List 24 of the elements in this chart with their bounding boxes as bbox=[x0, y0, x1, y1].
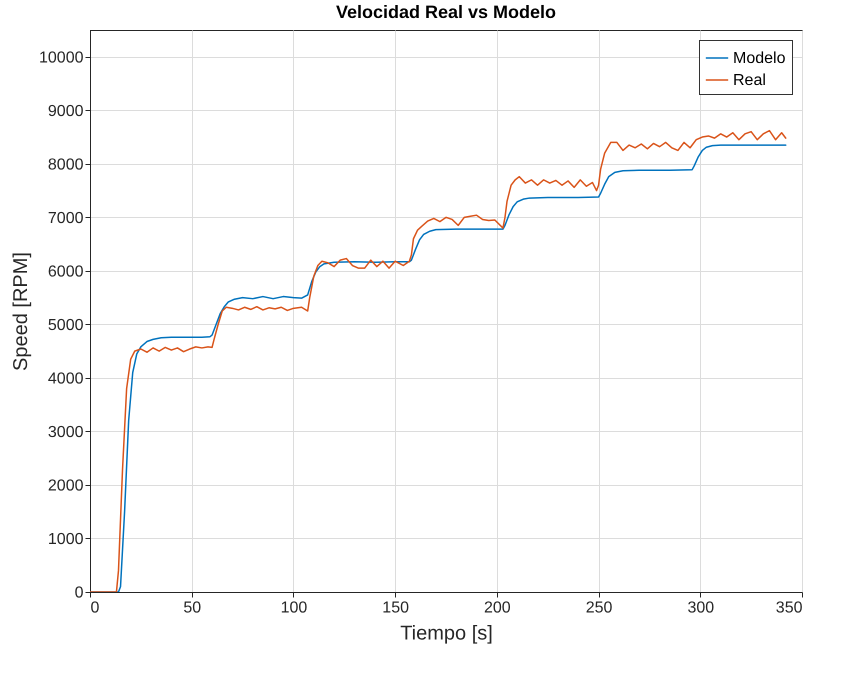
y-tick-label: 2000 bbox=[48, 477, 84, 494]
x-axis-title: Tiempo [s] bbox=[400, 622, 493, 644]
legend-label: Real bbox=[733, 72, 766, 89]
y-tick-label: 10000 bbox=[39, 49, 84, 66]
x-tick-label: 200 bbox=[484, 600, 511, 616]
y-tick-label: 6000 bbox=[48, 263, 84, 280]
x-tick-label: 0 bbox=[90, 600, 100, 616]
x-tick-label: 350 bbox=[776, 600, 803, 616]
y-axis-title: Speed [RPM] bbox=[10, 252, 32, 371]
y-tick-label: 0 bbox=[74, 584, 84, 602]
y-tick-label: 1000 bbox=[48, 530, 84, 548]
y-tick-label: 8000 bbox=[48, 156, 84, 174]
chart-title: Velocidad Real vs Modelo bbox=[336, 2, 556, 22]
x-tick-label: 250 bbox=[586, 600, 613, 616]
y-tick-label: 4000 bbox=[48, 370, 84, 388]
x-tick-label: 300 bbox=[687, 600, 714, 616]
x-tick-label: 150 bbox=[382, 600, 410, 616]
legend-label: Modelo bbox=[733, 50, 786, 67]
y-tick-label: 3000 bbox=[48, 424, 84, 441]
x-tick-label: 50 bbox=[183, 600, 202, 616]
y-tick-label: 9000 bbox=[48, 102, 84, 120]
x-tick-label: 100 bbox=[280, 600, 308, 616]
y-tick-label: 7000 bbox=[48, 210, 84, 227]
y-tick-label: 5000 bbox=[48, 316, 84, 334]
